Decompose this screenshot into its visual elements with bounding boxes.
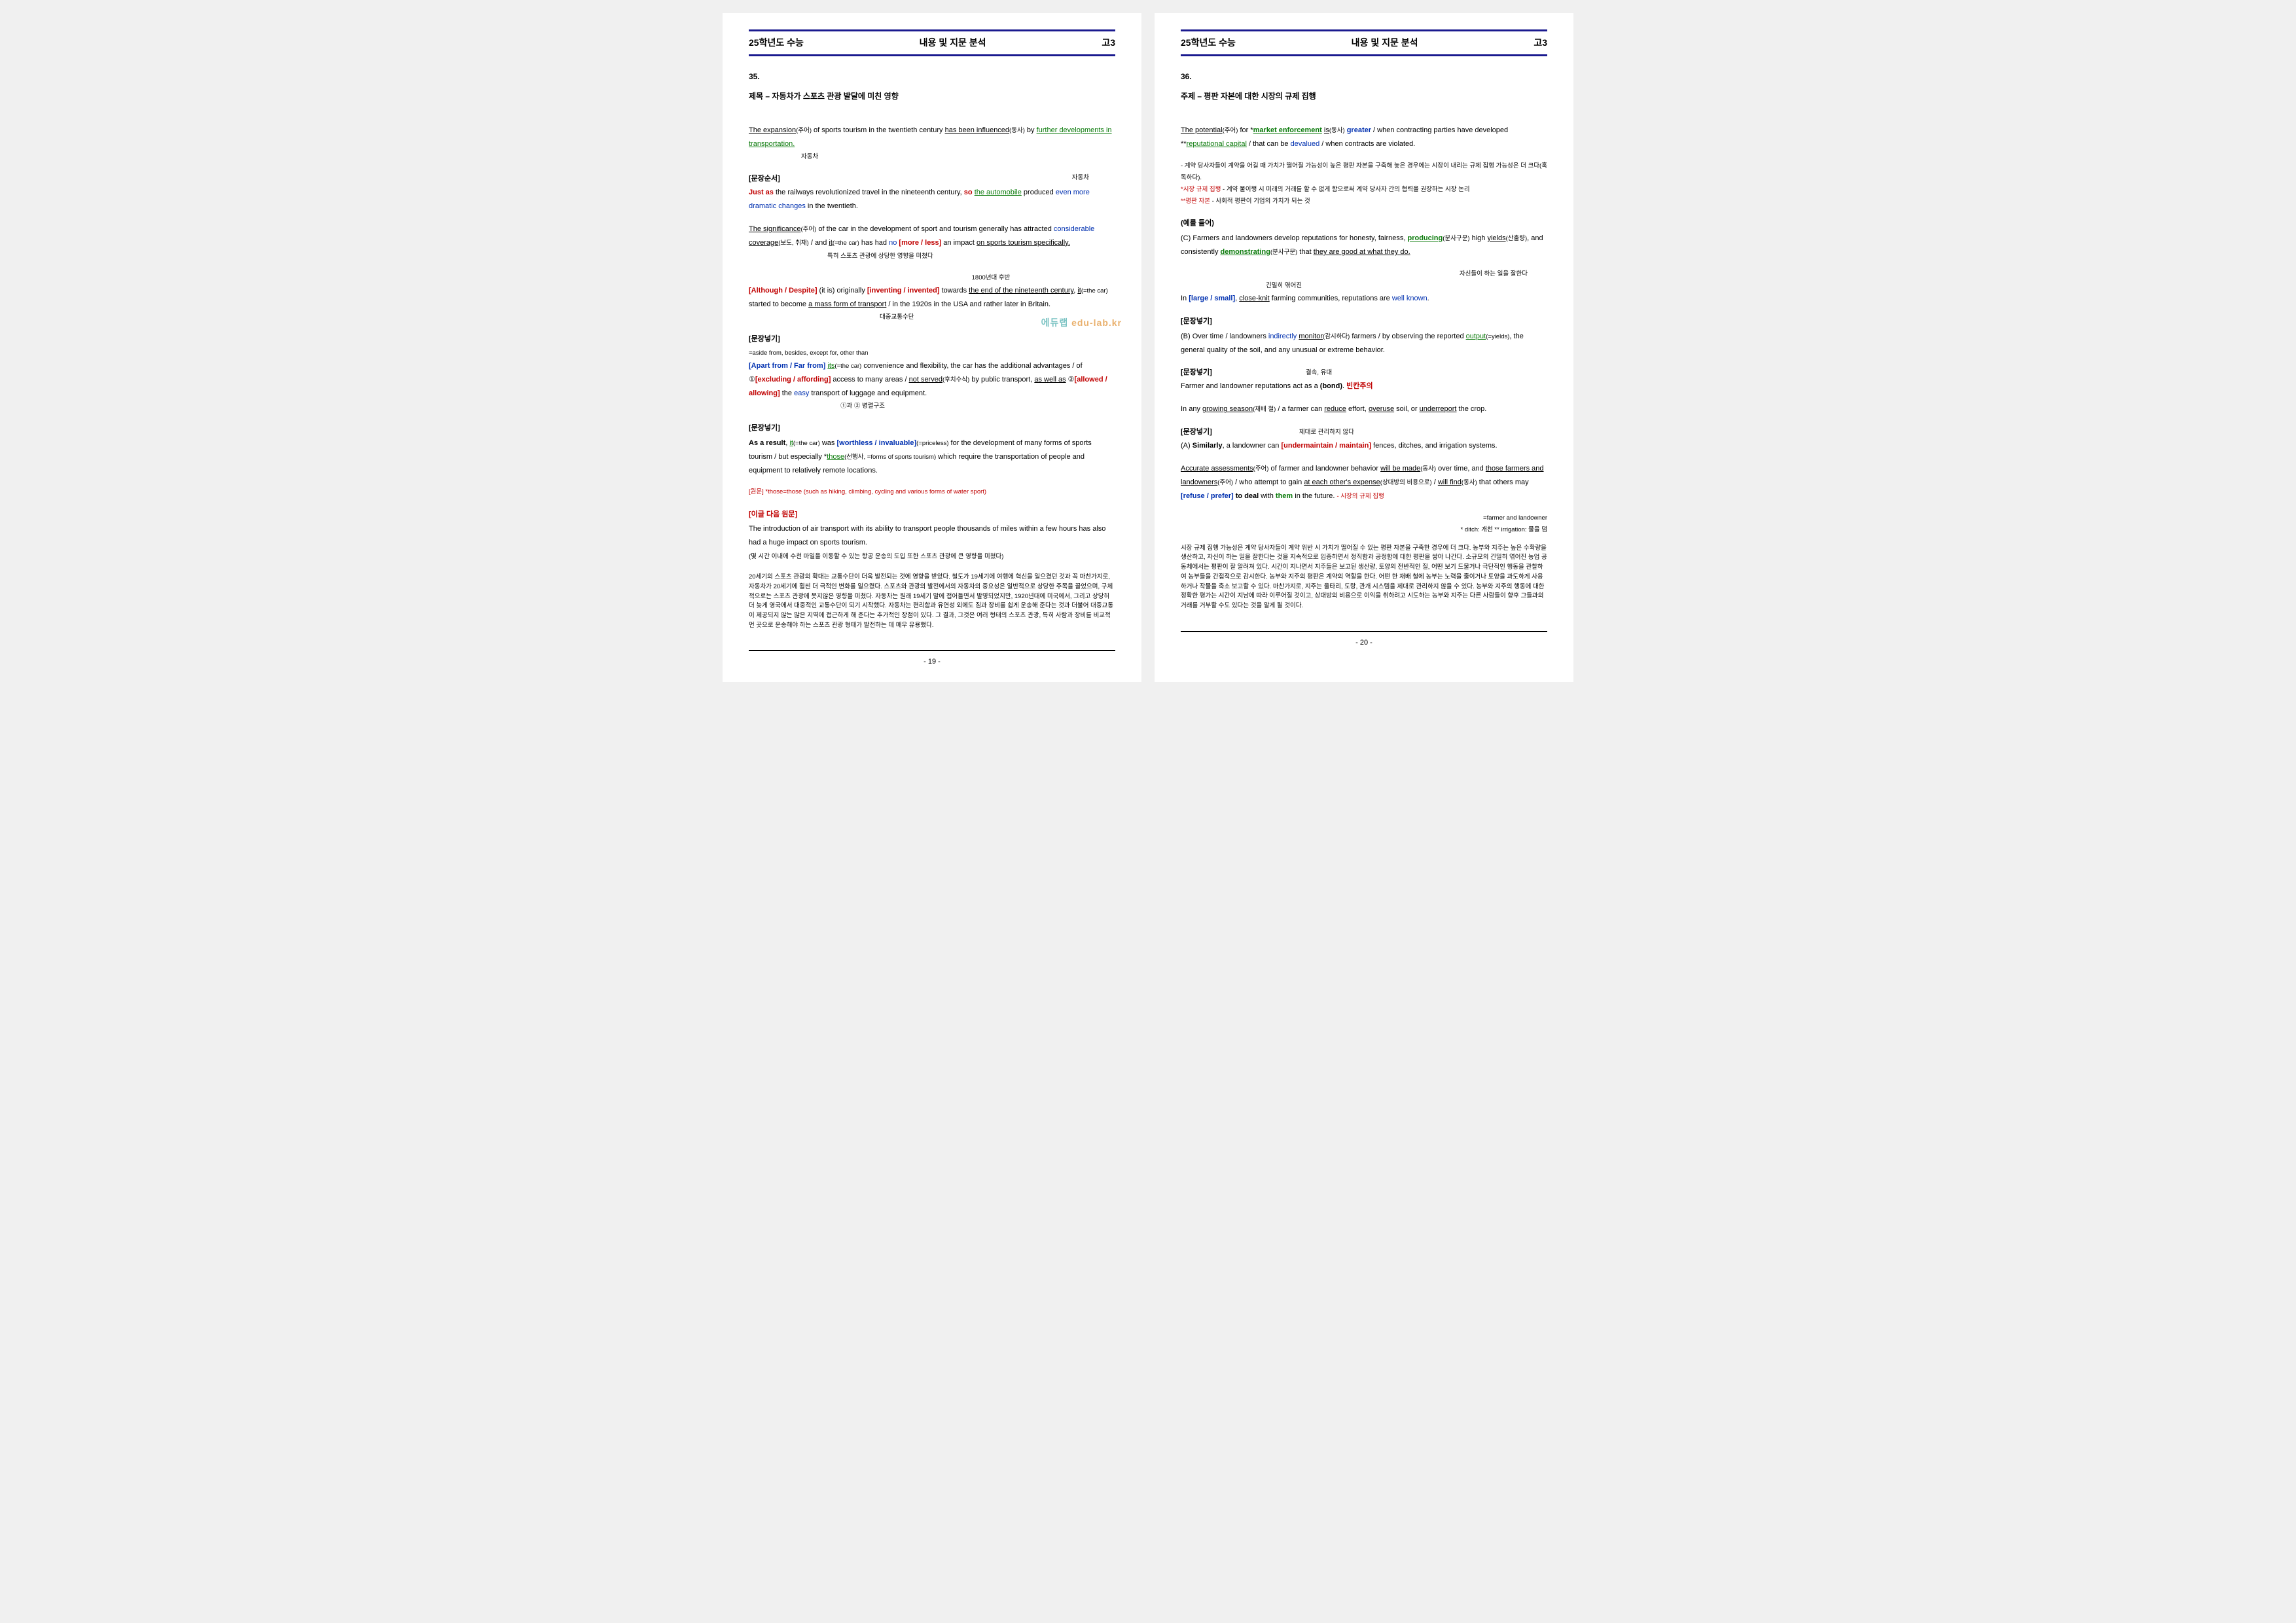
para-7: The introduction of air transport with i… [749,522,1115,563]
header-right-r: 고3 [1534,34,1547,52]
r-note-a: 자신들이 하는 일을 잘한다 [1181,268,1528,280]
label-4: [이글 다음 원문] [749,508,1115,522]
note-1: 자동차 [801,151,1115,163]
para-1: The expansion(주어) of sports tourism in t… [749,124,1115,163]
r-label-4-row: [문장넣기] 제대로 관리하지 않다 [1181,425,1547,439]
r-label-1: (예를 들어) [1181,217,1547,230]
para-2: Just as the railways revolutionized trav… [749,186,1115,213]
top-bar-r [1181,29,1547,31]
top-bar [749,29,1115,31]
para-3: The significance(주어) of the car in the d… [749,223,1115,264]
r-para-3: In [large / small], close-knit farming c… [1181,292,1547,306]
r-note-b: 긴밀히 엮어진 [1266,280,1547,292]
header-right: 고3 [1102,34,1115,52]
content-left: 35. 제목 – 자동차가 스포츠 관광 발달에 미친 영향 The expan… [749,69,1115,631]
orig-note: [원문] *those=those (such as hiking, climb… [749,486,1115,498]
r-note-1: - 계약 당사자들이 계약을 어길 때 가치가 떨어질 가능성이 높은 평판 자… [1181,160,1547,184]
r-para-4: (B) Over time / landowners indirectly mo… [1181,330,1547,357]
label-2: [문장넣기] [749,332,1115,346]
para-6: As a result, it(=the car) was [worthless… [749,437,1115,478]
passage-title: 제목 – 자동차가 스포츠 관광 발달에 미친 영향 [749,89,1115,104]
r-para-8: Accurate assessments(주어) of farmer and l… [1181,462,1547,503]
r-note-6: =farmer and landowner [1181,512,1547,524]
header-center-r: 내용 및 지문 분석 [1236,34,1534,52]
page-number-left: - 19 - [749,655,1115,669]
r-para-7: (A) Similarly, a landowner can [undermai… [1181,439,1547,453]
header-row: 25학년도 수능 내용 및 지문 분석 고3 [749,34,1115,52]
passage-title-r: 주제 – 평판 자본에 대한 시장의 규제 집행 [1181,89,1547,104]
r-para-1: The potential(주어) for *market enforcemen… [1181,124,1547,151]
translation-left: 20세기의 스포츠 관광의 확대는 교통수단이 더욱 발전되는 것에 영향을 받… [749,573,1115,630]
r-note-2: *시장 규제 집행 - 계약 불이행 시 미래의 거래를 할 수 없게 함으로써… [1181,184,1547,196]
r-para-6: In any growing season(재배 철) / a farmer c… [1181,402,1547,416]
r-label-2: [문장넣기] [1181,315,1547,329]
r-label-3-row: [문장넣기] 결속, 유대 [1181,366,1547,380]
label-1: [문장순서] 자동차 [749,172,1115,186]
r-para-5: Farmer and landowner reputations act as … [1181,380,1547,393]
header-center: 내용 및 지문 분석 [804,34,1102,52]
question-number-r: 36. [1181,69,1547,84]
translation-right: 시장 규제 집행 가능성은 계약 당사자들이 계약 위반 시 가치가 떨어질 수… [1181,544,1547,611]
header-left: 25학년도 수능 [749,34,804,52]
bottom-bar [749,650,1115,651]
note-6: =aside from, besides, except for, other … [749,348,1115,359]
label-3: [문장넣기] [749,421,1115,435]
note-3: 특히 스포츠 관광에 상당한 영향을 미쳤다 [827,253,933,260]
question-number: 35. [749,69,1115,84]
page-number-right: - 20 - [1181,636,1547,650]
content-right: 36. 주제 – 평판 자본에 대한 시장의 규제 집행 The potenti… [1181,69,1547,611]
top-bar-2 [749,54,1115,56]
note-7: ①과 ② 병렬구조 [840,401,1115,412]
top-bar-2-r [1181,54,1547,56]
watermark: 에듀랩 edu-lab.kr [1041,314,1122,332]
r-para-2: (C) Farmers and landowners develop reput… [1181,232,1547,259]
bottom-bar-r [1181,631,1547,632]
page-left: 25학년도 수능 내용 및 지문 분석 고3 에듀랩 edu-lab.kr 35… [723,13,1141,682]
para-5: [Apart from / Far from] its(=the car) co… [749,359,1115,412]
header-row-r: 25학년도 수능 내용 및 지문 분석 고3 [1181,34,1547,52]
r-note-3: **평판 자본 - 사회적 평판이 기업의 가치가 되는 것 [1181,196,1547,207]
header-left-r: 25학년도 수능 [1181,34,1236,52]
r-note-7: * ditch: 개천 ** irrigation: 물을 댐 [1181,524,1547,536]
page-right: 25학년도 수능 내용 및 지문 분석 고3 36. 주제 – 평판 자본에 대… [1155,13,1573,682]
